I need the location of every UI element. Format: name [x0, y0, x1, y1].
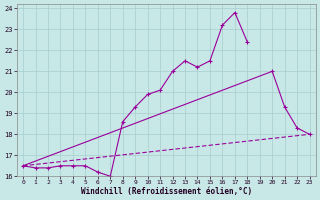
X-axis label: Windchill (Refroidissement éolien,°C): Windchill (Refroidissement éolien,°C): [81, 187, 252, 196]
